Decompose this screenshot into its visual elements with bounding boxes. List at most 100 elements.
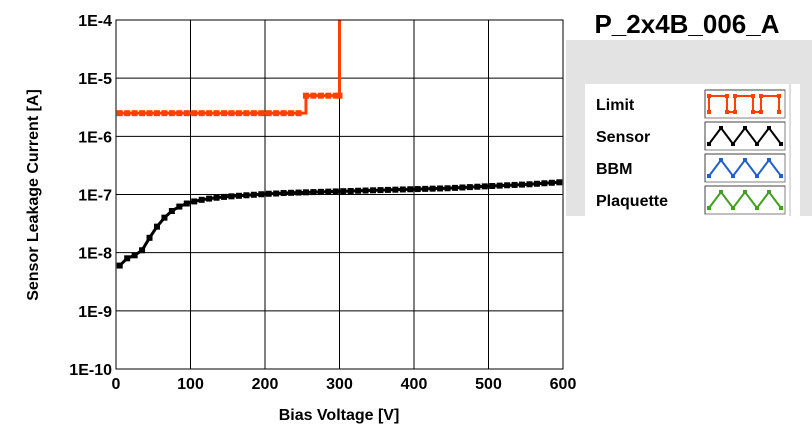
data-point-sensor [146,234,153,241]
data-point-sensor [258,191,265,198]
data-point-sensor [384,186,391,193]
x-tick-label: 300 [326,376,353,393]
data-point-sensor [519,181,526,188]
x-tick-label: 500 [475,376,502,393]
x-tick-label: 400 [401,376,428,393]
y-axis-title: Sensor Leakage Current [A] [25,89,42,301]
data-point-limit [213,110,220,117]
data-point-limit [332,92,339,99]
data-point-limit [198,110,205,117]
data-point-sensor [496,182,503,189]
data-point-limit [139,110,146,117]
data-point-sensor [370,187,377,194]
data-point-sensor [556,179,563,186]
data-point-limit [273,110,280,117]
data-point-sensor [399,186,406,193]
data-point-sensor [235,192,242,199]
data-point-sensor [347,187,354,194]
data-point-sensor [317,188,324,195]
data-point-sensor [526,181,533,188]
data-point-limit [206,110,213,117]
data-point-sensor [377,187,384,194]
data-point-sensor [302,189,309,196]
data-point-sensor [451,184,458,191]
y-tick-label: 1E-9 [78,304,112,321]
data-point-sensor [206,195,213,202]
data-point-limit [235,110,242,117]
legend-label-plaquette: Plaquette [596,193,668,210]
data-point-sensor [541,180,548,187]
data-point-sensor [466,184,473,191]
data-point-limit [302,92,309,99]
y-tick-label: 1E-7 [78,188,112,205]
y-tick-label: 1E-4 [78,13,112,30]
legend-label-limit: Limit [596,97,635,114]
data-point-sensor [533,180,540,187]
legend-swatch-bbm [704,153,786,183]
legend-swatch-plaquette [704,185,786,215]
series-sensor [116,179,563,269]
x-tick-label: 600 [550,376,577,393]
data-point-sensor [548,179,555,186]
data-point-limit [153,110,160,117]
data-point-sensor [459,184,466,191]
legend-swatch-limit [704,89,786,119]
data-point-limit [243,110,250,117]
data-point-sensor [437,185,444,192]
data-point-limit [325,92,332,99]
legend-label-bbm: BBM [596,161,632,178]
data-point-limit [146,110,153,117]
y-tick-label: 1E-5 [78,71,112,88]
data-point-limit [310,92,317,99]
data-point-sensor [183,200,190,207]
data-point-sensor [243,192,250,199]
data-point-sensor [407,186,414,193]
data-point-sensor [392,186,399,193]
data-point-sensor [489,183,496,190]
data-point-limit [183,110,190,117]
data-point-sensor [280,190,287,197]
data-point-sensor [168,208,175,215]
data-point-sensor [295,189,302,196]
data-point-limit [191,110,198,117]
data-point-sensor [124,255,131,262]
data-point-limit [317,92,324,99]
legend-label-sensor: Sensor [596,129,650,146]
data-point-sensor [139,247,146,254]
data-point-limit [228,110,235,117]
x-tick-labels: 0 100 200 300 400 500 600 [112,376,577,393]
data-point-sensor [221,193,228,200]
data-point-sensor [511,181,518,188]
data-point-sensor [213,194,220,201]
legend-items: Limit Sensor BBM Plaquette [596,89,786,215]
data-point-sensor [265,190,272,197]
data-point-sensor [332,188,339,195]
data-point-sensor [422,185,429,192]
y-tick-label: 1E-6 [78,129,112,146]
data-point-sensor [228,193,235,200]
data-point-sensor [153,223,160,230]
data-point-limit [265,110,272,117]
data-point-sensor [355,187,362,194]
data-point-sensor [504,182,511,189]
data-point-sensor [481,183,488,190]
data-point-limit [131,110,138,117]
series-limit [116,20,343,117]
x-tick-label: 200 [252,376,279,393]
data-point-sensor [176,203,183,210]
legend-swatch-sensor [704,121,786,151]
data-point-limit [124,110,131,117]
data-point-sensor [191,198,198,205]
data-point-sensor [273,190,280,197]
data-point-sensor [198,196,205,203]
data-point-limit [250,110,257,117]
data-point-sensor [250,191,257,198]
data-point-sensor [161,214,168,221]
y-tick-labels: 1E-10 1E-9 1E-8 1E-7 1E-6 1E-5 1E-4 [69,13,112,379]
data-point-limit [116,110,123,117]
data-point-limit [295,110,302,117]
data-point-sensor [414,186,421,193]
data-point-limit [176,110,183,117]
y-tick-label: 1E-8 [78,246,112,263]
